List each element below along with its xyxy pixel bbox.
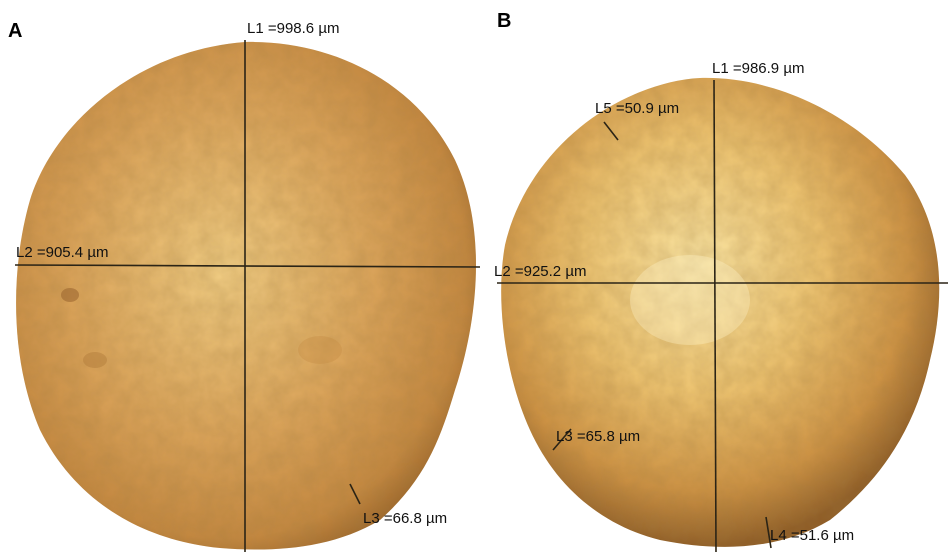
particle-b <box>501 77 940 547</box>
label-a-l2: L2 =905.4 µm <box>16 244 109 261</box>
label-a-l3: L3 =66.8 µm <box>363 510 448 527</box>
label-b-l3: L3 =65.8 µm <box>556 428 641 445</box>
line-b-l1 <box>713 79 717 553</box>
panel-letter-a: A <box>8 20 23 42</box>
label-b-l1: L1 =986.9 µm <box>712 60 805 77</box>
particle-a <box>16 41 476 550</box>
line-a-l3 <box>349 483 361 505</box>
line-b-l3 <box>552 428 572 451</box>
label-b-l4: L4 =51.6 µm <box>770 527 855 544</box>
measure-lines-b <box>497 79 948 553</box>
label-b-l2: L2 =925.2 µm <box>494 263 587 280</box>
measure-lines-a <box>14 40 481 552</box>
line-a-l2 <box>14 264 481 268</box>
line-b-l4 <box>765 516 772 549</box>
label-b-l5: L5 =50.9 µm <box>595 100 680 117</box>
panel-letter-b: B <box>497 10 512 32</box>
line-b-l5 <box>603 121 619 141</box>
label-a-l1: L1 =998.6 µm <box>247 20 340 37</box>
